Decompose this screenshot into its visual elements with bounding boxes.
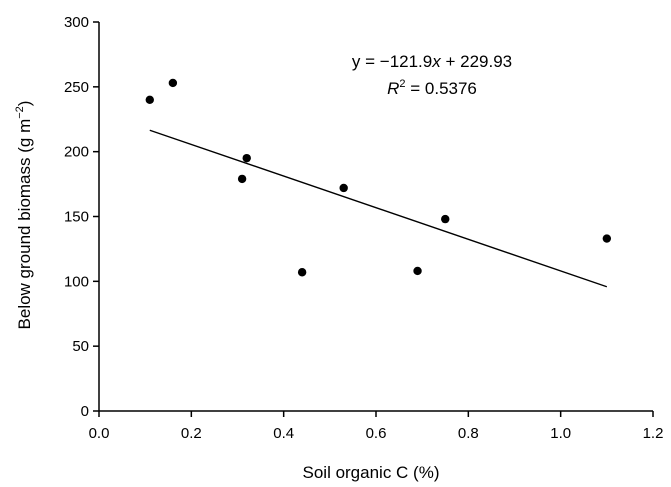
x-axis-title: Soil organic C (%): [303, 463, 440, 482]
data-point: [297, 268, 307, 277]
y-tick-label: 300: [64, 14, 89, 31]
x-tick-label: 0.6: [366, 425, 387, 442]
y-tick-label: 150: [64, 209, 89, 226]
data-point: [237, 174, 247, 184]
y-tick-label: 200: [64, 144, 89, 161]
x-tick-label: 0.2: [181, 425, 202, 442]
points-group: [145, 78, 612, 277]
x-tick-label: 0.0: [89, 425, 110, 442]
y-tick-label: 250: [64, 79, 89, 96]
y-tick-label: 100: [64, 273, 89, 290]
axes: 0 50 100 150 200 250 300 0.0 0.2 0.4 0.6 0.8 1.0 1.2: [64, 14, 663, 442]
data-point: [441, 214, 450, 224]
y-tick-label: 50: [72, 338, 89, 355]
data-point: [242, 153, 251, 163]
regression-equation: y = −121.9x + 229.93: [352, 52, 512, 71]
trendline: [149, 129, 608, 288]
y-tick-label: 0: [81, 403, 89, 420]
x-tick-label: 1.0: [550, 425, 571, 442]
y-axis-title: Below ground biomass (g m−2): [14, 101, 34, 330]
data-point: [145, 95, 154, 105]
trendline-group: [149, 129, 608, 288]
data-point: [602, 234, 612, 243]
x-tick-label: 1.2: [643, 425, 664, 442]
x-tick-label: 0.8: [458, 425, 479, 442]
x-tick-label: 0.4: [273, 425, 294, 442]
data-point: [413, 266, 422, 276]
data-point: [339, 183, 348, 193]
data-point: [168, 78, 178, 88]
r-squared-label: R2 = 0.5376: [387, 78, 477, 98]
